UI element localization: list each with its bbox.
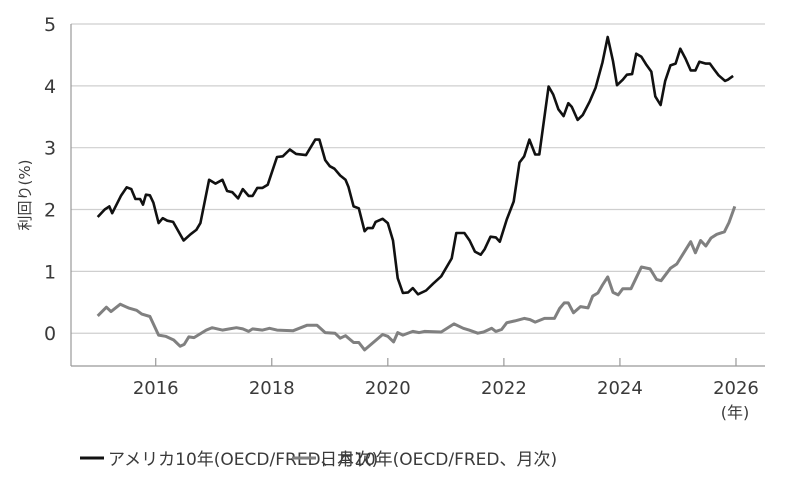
x-axis-unit-label: (年) bbox=[721, 403, 750, 422]
y-tick-label: 4 bbox=[44, 76, 56, 98]
y-tick-labels: 0 1 2 3 4 5 bbox=[44, 14, 56, 345]
axes bbox=[70, 24, 765, 367]
legend-label-japan: 日本10年(OECD/FRED、月次) bbox=[320, 450, 557, 470]
x-tick-label: 2026 bbox=[713, 378, 759, 399]
legend-label-us: アメリカ10年(OECD/FRED、月次) bbox=[108, 450, 378, 470]
x-tick-label: 2022 bbox=[481, 378, 527, 399]
legend: アメリカ10年(OECD/FRED、月次) 日本10年(OECD/FRED、月次… bbox=[80, 450, 557, 470]
x-tick-label: 2018 bbox=[249, 378, 295, 399]
series-line-japan bbox=[96, 205, 737, 352]
y-tick-label: 3 bbox=[44, 138, 56, 160]
series-line-us bbox=[96, 35, 734, 296]
y-tick-label: 0 bbox=[44, 323, 56, 345]
y-tick-label: 5 bbox=[44, 14, 56, 36]
gridlines bbox=[71, 23, 765, 334]
x-ticks: 2016 2018 2020 2022 2024 2026 bbox=[133, 358, 759, 399]
x-tick-label: 2024 bbox=[597, 378, 643, 399]
y-axis-label: 利回り(%) bbox=[16, 160, 34, 231]
y-tick-label: 1 bbox=[44, 261, 56, 283]
x-tick-label: 2016 bbox=[133, 378, 179, 399]
y-tick-label: 2 bbox=[44, 200, 56, 222]
x-tick-label: 2020 bbox=[365, 378, 411, 399]
series-lines bbox=[96, 35, 737, 352]
